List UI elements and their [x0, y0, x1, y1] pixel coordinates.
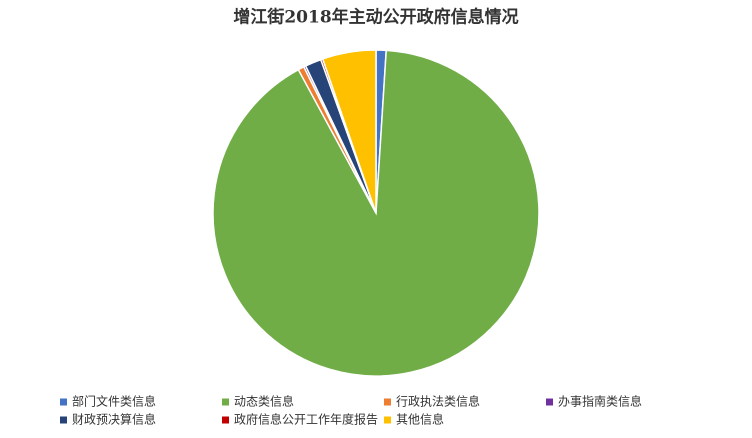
pie-slice [321, 49, 377, 214]
legend-swatch [60, 416, 67, 424]
legend-label: 动态类信息 [234, 394, 294, 409]
legend-swatch [546, 398, 553, 406]
legend-label: 财政预决算信息 [72, 412, 156, 427]
legend-label: 部门文件类信息 [72, 394, 156, 409]
legend-swatch [60, 398, 67, 406]
legend-swatch [384, 398, 391, 406]
legend-swatch [384, 416, 391, 424]
legend-label: 其他信息 [396, 412, 444, 427]
legend-swatch [222, 398, 229, 406]
legend-label: 办事指南类信息 [558, 394, 642, 409]
legend-label: 行政执法类信息 [396, 394, 480, 409]
legend-label: 政府信息公开工作年度报告 [234, 412, 378, 427]
legend-swatch [222, 416, 229, 424]
pie-slice [212, 49, 540, 377]
chart-title: 增江街2018年主动公开政府信息情况 [233, 7, 518, 28]
